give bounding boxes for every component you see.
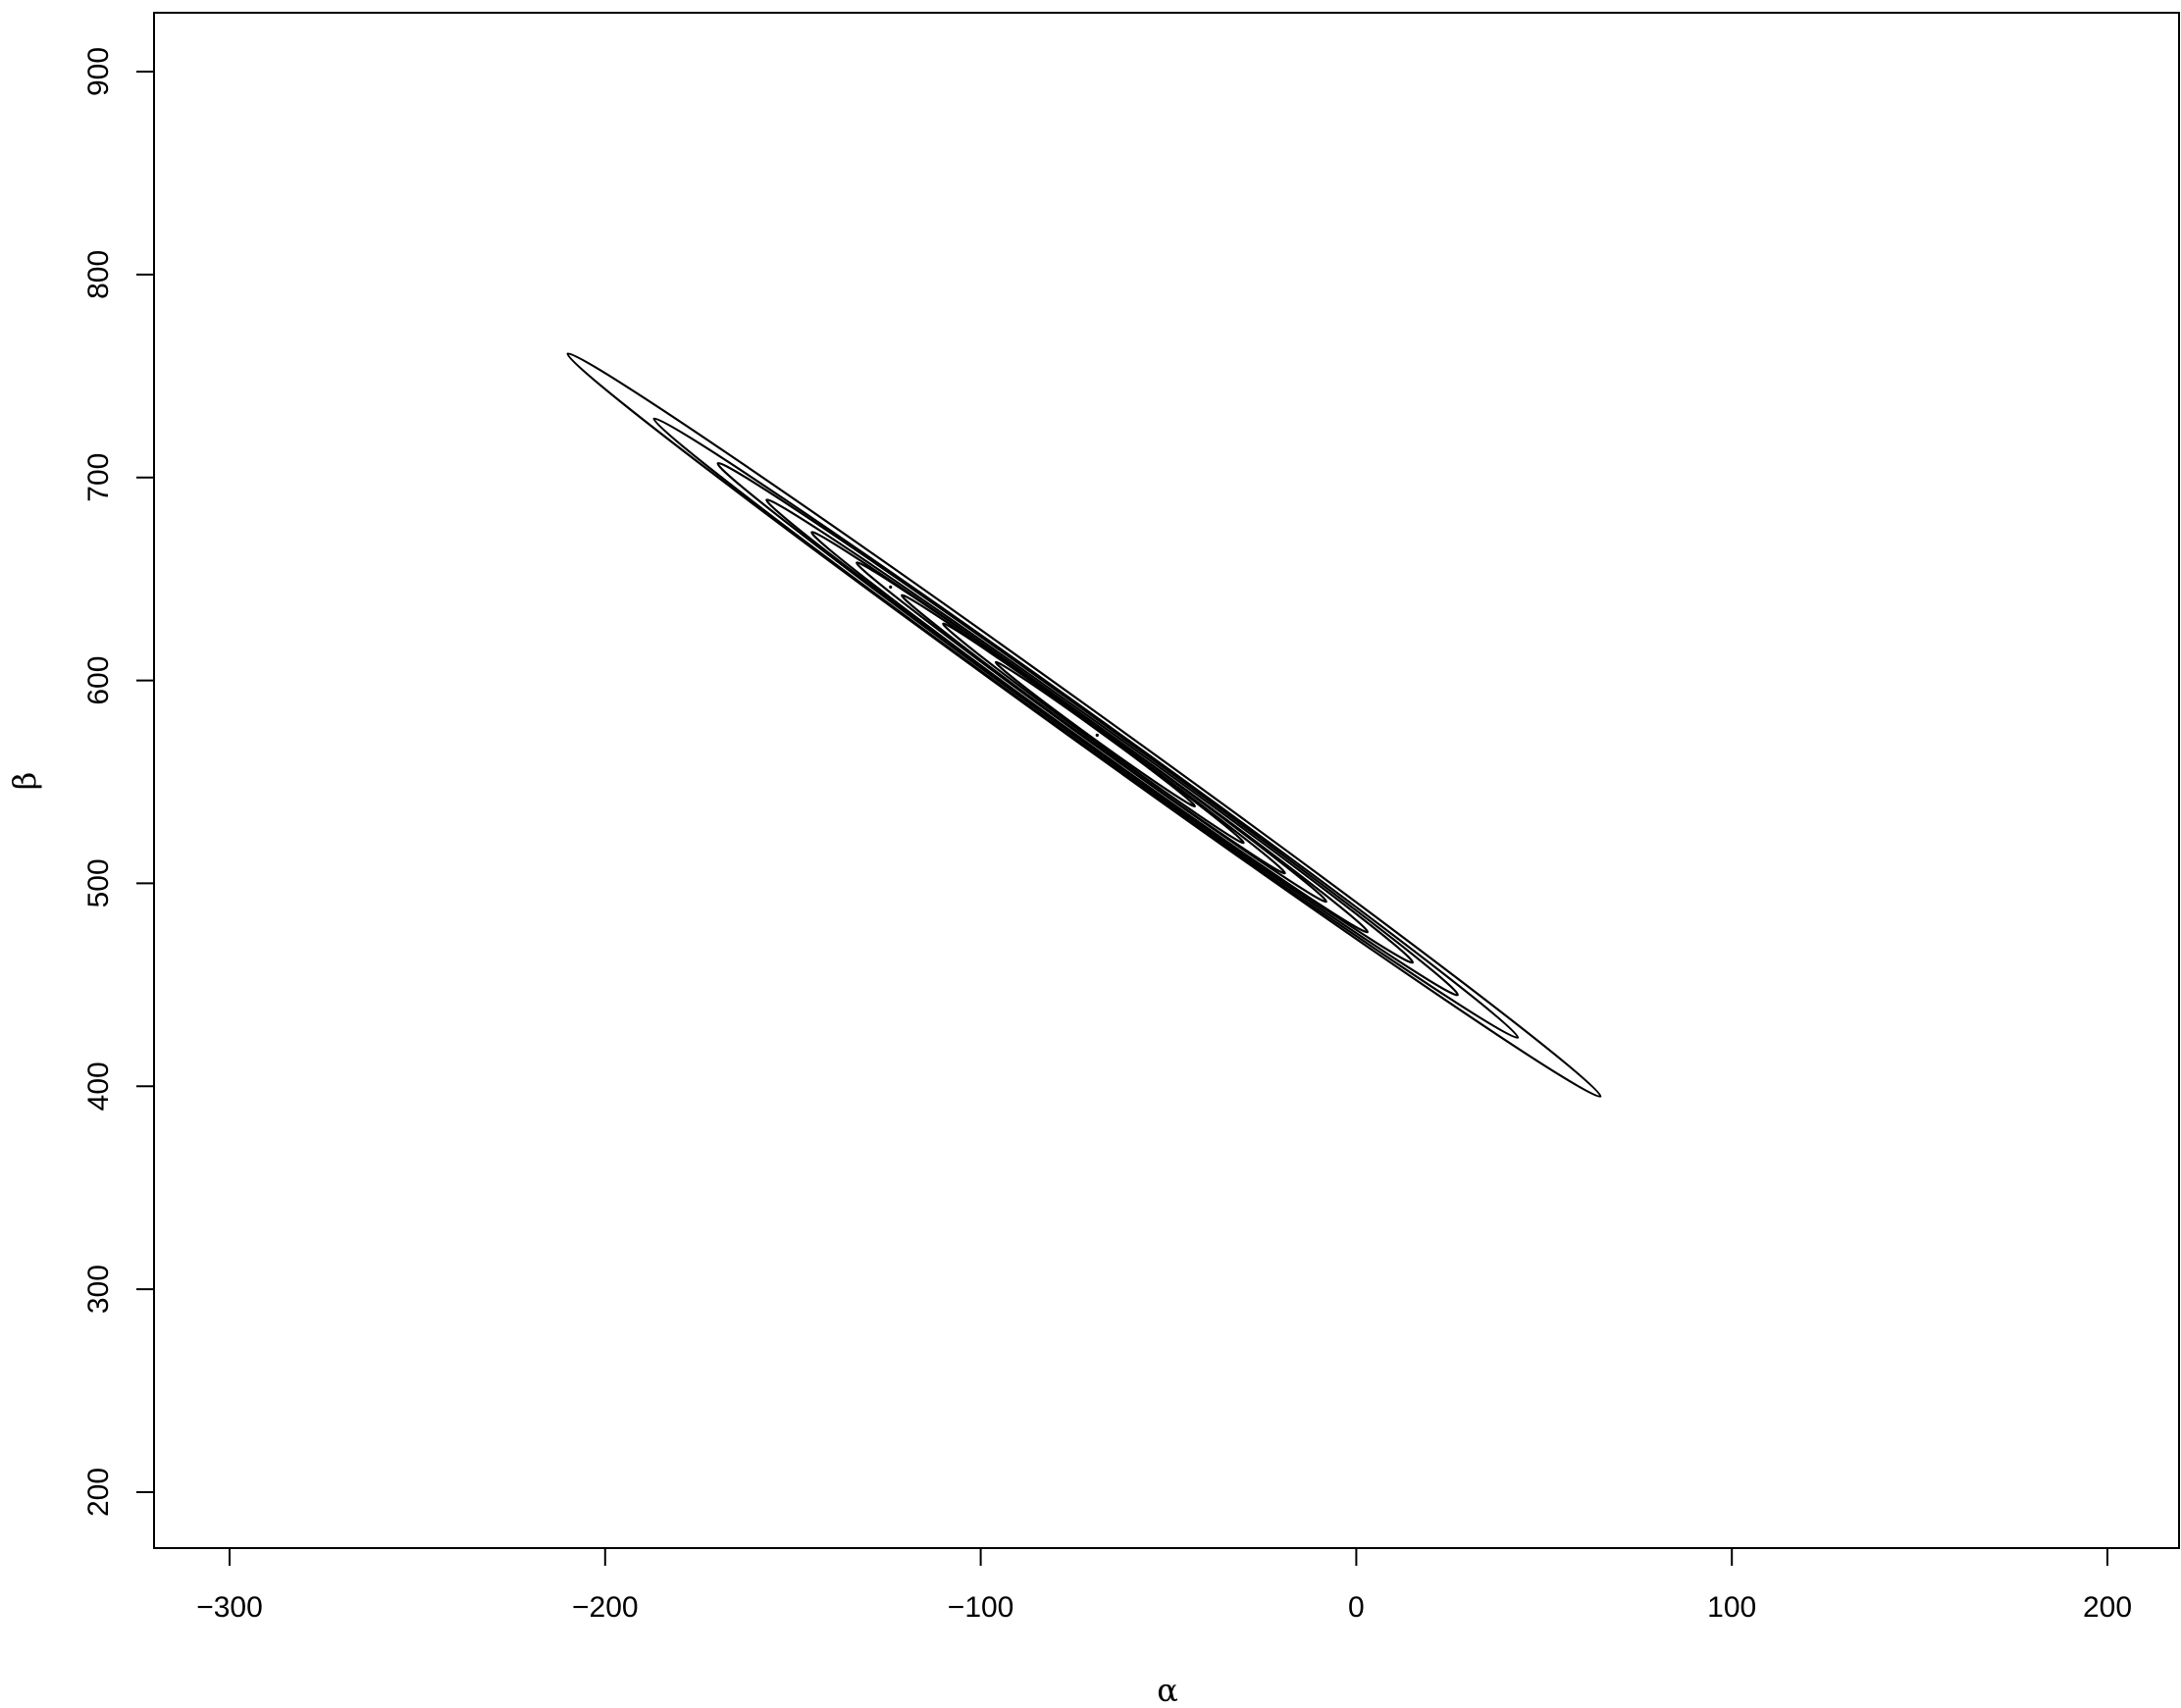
y-tick-label: 800 [82,250,115,299]
contour-line-1 [566,352,1602,1098]
peak-point-2 [1095,733,1099,738]
contour-line-6 [856,561,1327,904]
y-tick-label: 700 [82,453,115,502]
contour-lines [566,352,1602,1098]
contour-line-3 [716,461,1459,997]
x-axis-label: α [1157,1672,1178,1708]
y-axis-label: β [6,772,43,791]
x-tick-label: 200 [2083,1591,2132,1624]
y-tick-label: 900 [82,47,115,96]
x-tick-label: 0 [1348,1591,1365,1624]
y-tick-label: 300 [82,1265,115,1314]
x-tick-label: −300 [196,1591,263,1624]
y-tick-label: 600 [82,656,115,705]
contour-line-9 [994,660,1196,808]
x-axis: −300 −200 −100 0 100 200 [196,1547,2132,1624]
y-tick-label: 500 [82,858,115,907]
contour-line-8 [942,622,1245,845]
y-axis: 200 300 400 500 600 700 800 900 [82,47,155,1517]
x-tick-label: −200 [572,1591,639,1624]
y-tick-label: 400 [82,1061,115,1111]
y-tick-label: 200 [82,1468,115,1517]
x-tick-label: −100 [948,1591,1014,1624]
peak-point-1 [889,585,893,590]
peak-markers [889,585,1099,738]
x-tick-label: 100 [1707,1591,1756,1624]
contour-line-2 [652,417,1520,1039]
